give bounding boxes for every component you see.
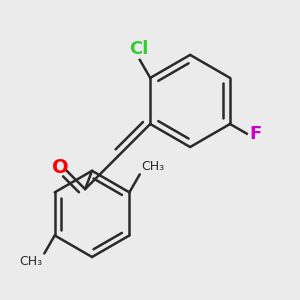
Text: Cl: Cl bbox=[129, 40, 148, 58]
Text: O: O bbox=[52, 158, 68, 177]
Text: F: F bbox=[250, 125, 262, 143]
Text: CH₃: CH₃ bbox=[20, 255, 43, 268]
Text: CH₃: CH₃ bbox=[141, 160, 164, 173]
